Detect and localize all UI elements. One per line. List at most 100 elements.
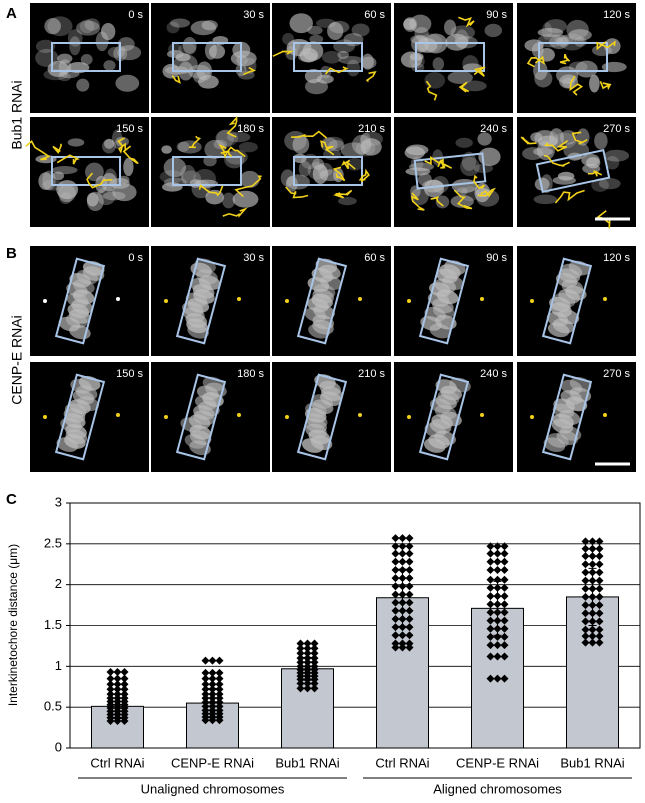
chromosome-blob [59, 192, 72, 204]
data-point [405, 534, 414, 543]
chromosome-blob [456, 187, 468, 196]
data-point [581, 592, 590, 601]
chromosome-blob [187, 323, 209, 339]
kinetochore-track [117, 137, 127, 154]
alignment-box [175, 373, 227, 461]
data-point [201, 690, 210, 699]
data-point [405, 631, 414, 640]
data-point [486, 549, 495, 558]
data-point [493, 583, 502, 592]
data-point [296, 679, 305, 688]
data-point [581, 576, 590, 585]
data-point [120, 680, 129, 689]
data-point [201, 668, 210, 677]
data-point [588, 537, 597, 546]
data-point [215, 698, 224, 707]
data-point [581, 632, 590, 641]
data-point [405, 549, 414, 558]
chromosome-blob [405, 144, 429, 156]
chromosome-blob [566, 19, 589, 39]
micrograph: 210 s [272, 362, 391, 472]
kinetochore-track [243, 66, 257, 76]
data-point [398, 557, 407, 566]
chromosome-blob [543, 437, 566, 453]
chromosome-blob [477, 132, 492, 146]
chromosome-blob [301, 438, 324, 453]
data-point [595, 560, 604, 569]
chromosome-blob [52, 171, 65, 181]
data-point [486, 632, 495, 641]
data-point [398, 606, 407, 615]
data-point [486, 565, 495, 574]
data-point [296, 654, 305, 663]
data-point [215, 680, 224, 689]
kinetochore [116, 413, 120, 417]
kinetochore-track [587, 170, 603, 177]
data-point [500, 592, 509, 601]
chromosome-blob [346, 157, 364, 171]
chromosome-blob [161, 145, 172, 154]
data-point [215, 674, 224, 683]
chromosome-blob [304, 69, 323, 84]
chromosome-blob [193, 70, 207, 84]
time-label: 210 s [358, 123, 385, 135]
data-point [588, 638, 597, 647]
micrograph: 0 s [30, 3, 149, 113]
chromosome-blob [605, 156, 620, 170]
alignment-box [296, 257, 348, 345]
data-point [500, 632, 509, 641]
data-point [493, 575, 502, 584]
data-point [201, 685, 210, 694]
chromosome-blob [201, 20, 218, 31]
chromosome-blob [455, 137, 473, 148]
data-point [310, 649, 319, 658]
alignment-box [535, 149, 611, 193]
data-point [581, 617, 590, 626]
data-point [310, 654, 319, 663]
data-point [486, 542, 495, 551]
data-point [391, 574, 400, 583]
alignment-box [175, 257, 227, 345]
kinetochore-track [332, 166, 346, 182]
group-label: Unaligned chromosomes [141, 781, 285, 796]
data-point [405, 639, 414, 648]
y-tick-label: 2.5 [44, 535, 62, 550]
kinetochore [43, 415, 47, 419]
data-point [208, 674, 217, 683]
data-point [581, 609, 590, 618]
chromosome-blob [230, 50, 257, 67]
chromosome-blob [215, 129, 239, 147]
kinetochore-track [425, 80, 438, 101]
chromosome-blob [328, 139, 345, 152]
data-point [405, 614, 414, 623]
kinetochore-track [543, 154, 571, 167]
chromosome-blob [598, 178, 621, 190]
chromosome-blob [355, 140, 376, 157]
chromosome-blob [329, 20, 350, 34]
x-tick-label: CENP-E RNAi [171, 755, 254, 770]
kinetochore-track [188, 135, 202, 149]
data-point [391, 631, 400, 640]
data-point [595, 609, 604, 618]
data-point [500, 575, 509, 584]
kinetochore-track [365, 70, 377, 83]
data-point [595, 638, 604, 647]
data-point [405, 606, 414, 615]
data-point [595, 584, 604, 593]
chromosome-blob [537, 27, 564, 37]
data-point [106, 680, 115, 689]
kinetochore-track [458, 81, 470, 93]
kinetochore-track [424, 155, 453, 169]
alignment-box [51, 42, 121, 72]
chromosome-blob [320, 137, 338, 152]
side-label: CENP-E RNAi [9, 315, 25, 404]
kinetochore [603, 297, 607, 301]
chromosome-blob [409, 54, 425, 69]
kinetochore-track [25, 139, 51, 161]
data-point [391, 565, 400, 574]
chromosome-blob [80, 53, 93, 65]
data-point [201, 716, 210, 725]
data-point [405, 574, 414, 583]
data-point [588, 552, 597, 561]
data-point [595, 568, 604, 577]
